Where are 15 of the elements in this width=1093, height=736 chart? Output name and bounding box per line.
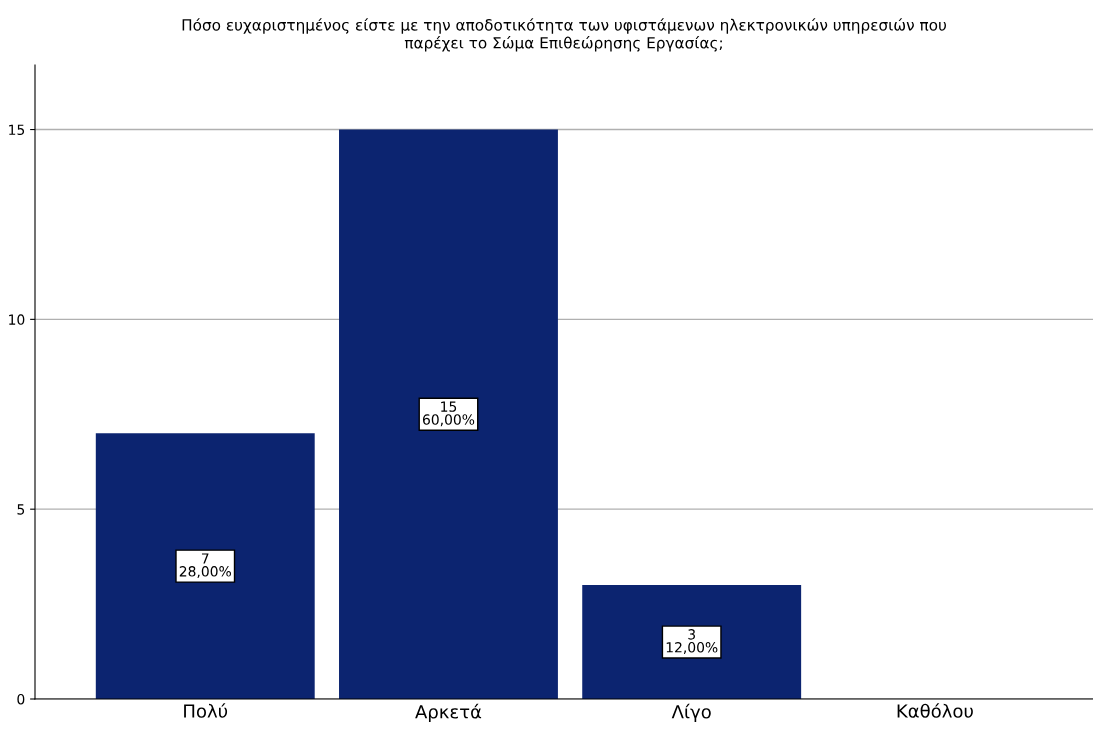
x-tick-label: Λίγο	[671, 703, 711, 723]
y-tick-label: 0	[17, 693, 25, 705]
x-tick-label: Πολύ	[184, 703, 228, 718]
x-tick-label: Καθόλου	[897, 703, 973, 718]
x-tick-label: Αρκετά	[415, 703, 482, 723]
data-label: 7 28,00%	[179, 553, 231, 579]
y-tick-label: 5	[17, 504, 25, 515]
data-label: 3 12,00%	[666, 629, 718, 654]
bar	[339, 129, 558, 699]
y-tick-label: 15	[9, 124, 25, 136]
chart-title: Πόσο ευχαριστημένος είστε με την αποδοτικότητα των υφιστάμενων ηλεκτρονικών υπηρεσιών που παρέχει το Σώμα Επιθεώρησης Εργασίας;	[182, 18, 946, 52]
bar	[582, 585, 802, 699]
bar	[95, 433, 315, 699]
y-tick-label: 10	[9, 314, 25, 325]
data-label: 15 60,00%	[422, 401, 475, 427]
